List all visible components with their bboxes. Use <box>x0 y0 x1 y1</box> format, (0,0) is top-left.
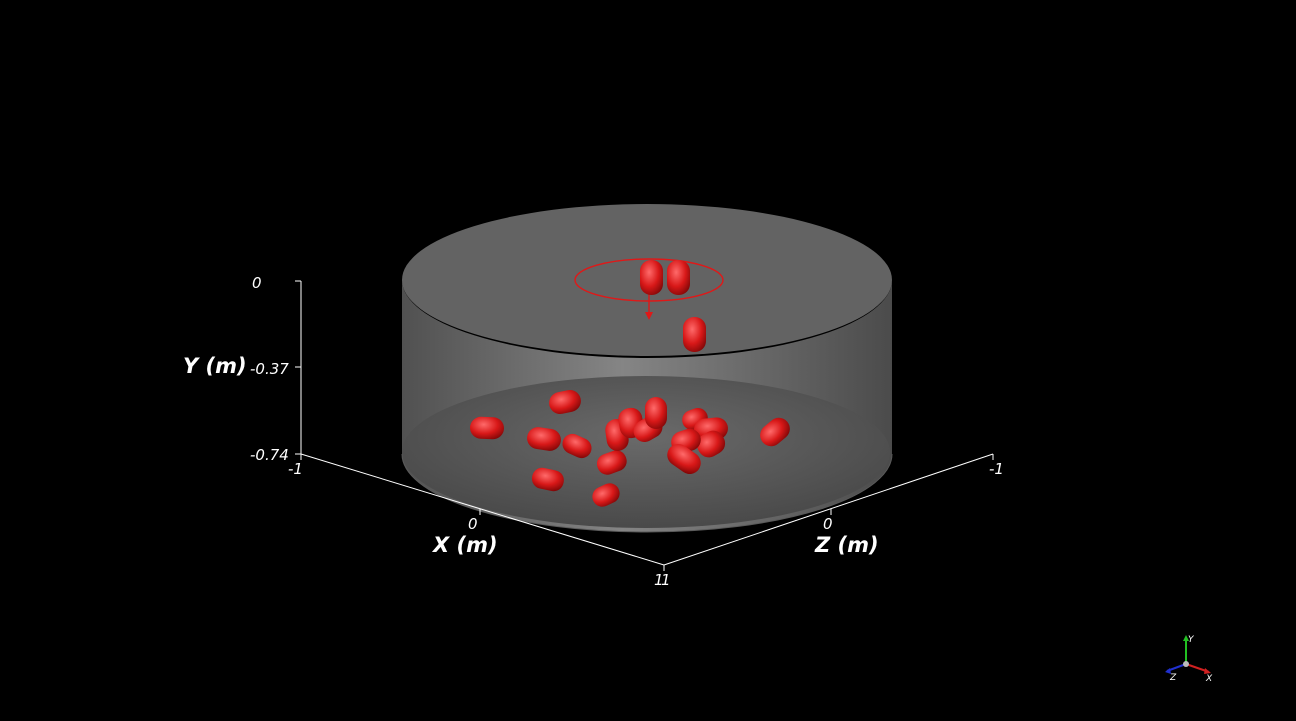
y-tick-1: -0.37 <box>250 360 289 378</box>
y-axis-title: Y (m) <box>183 354 247 378</box>
particle <box>562 433 592 459</box>
triad-label-z: Z <box>1169 673 1177 683</box>
particle <box>592 483 620 507</box>
particle <box>683 317 706 352</box>
particle <box>760 417 790 447</box>
cylinder-bottom-front-edge <box>401 453 893 533</box>
z-tick-0: -1 <box>989 460 1004 478</box>
x-axis-line <box>300 453 665 566</box>
x-tick-2: 1 <box>654 571 664 589</box>
particle <box>645 397 667 429</box>
y-tick-2: -0.74 <box>250 446 289 464</box>
particle <box>470 416 504 440</box>
particle <box>531 467 564 492</box>
particle <box>667 443 701 475</box>
z-tick-2: 1 <box>661 571 671 589</box>
cylinder-container <box>401 204 893 533</box>
z-tick-1: 0 <box>823 515 833 533</box>
cylinder-floor <box>402 376 890 528</box>
triad-label-y: Y <box>1188 635 1195 645</box>
particle <box>640 260 663 295</box>
y-tick-0: 0 <box>252 274 262 292</box>
particles-floor <box>470 389 790 507</box>
orientation-triad[interactable]: Y Z X <box>1165 635 1213 684</box>
x-tick-0: -1 <box>288 460 303 478</box>
x-tick-1: 0 <box>468 515 478 533</box>
particles-falling <box>640 260 706 352</box>
particle <box>596 450 627 475</box>
particle <box>549 389 581 415</box>
axes-lines <box>295 280 994 571</box>
triad-label-x: X <box>1205 674 1213 684</box>
particle <box>667 260 690 295</box>
particle <box>696 430 726 458</box>
z-axis-line <box>663 453 994 566</box>
x-axis-title: X (m) <box>431 533 498 557</box>
z-axis-title: Z (m) <box>814 533 879 557</box>
particle <box>527 427 561 451</box>
